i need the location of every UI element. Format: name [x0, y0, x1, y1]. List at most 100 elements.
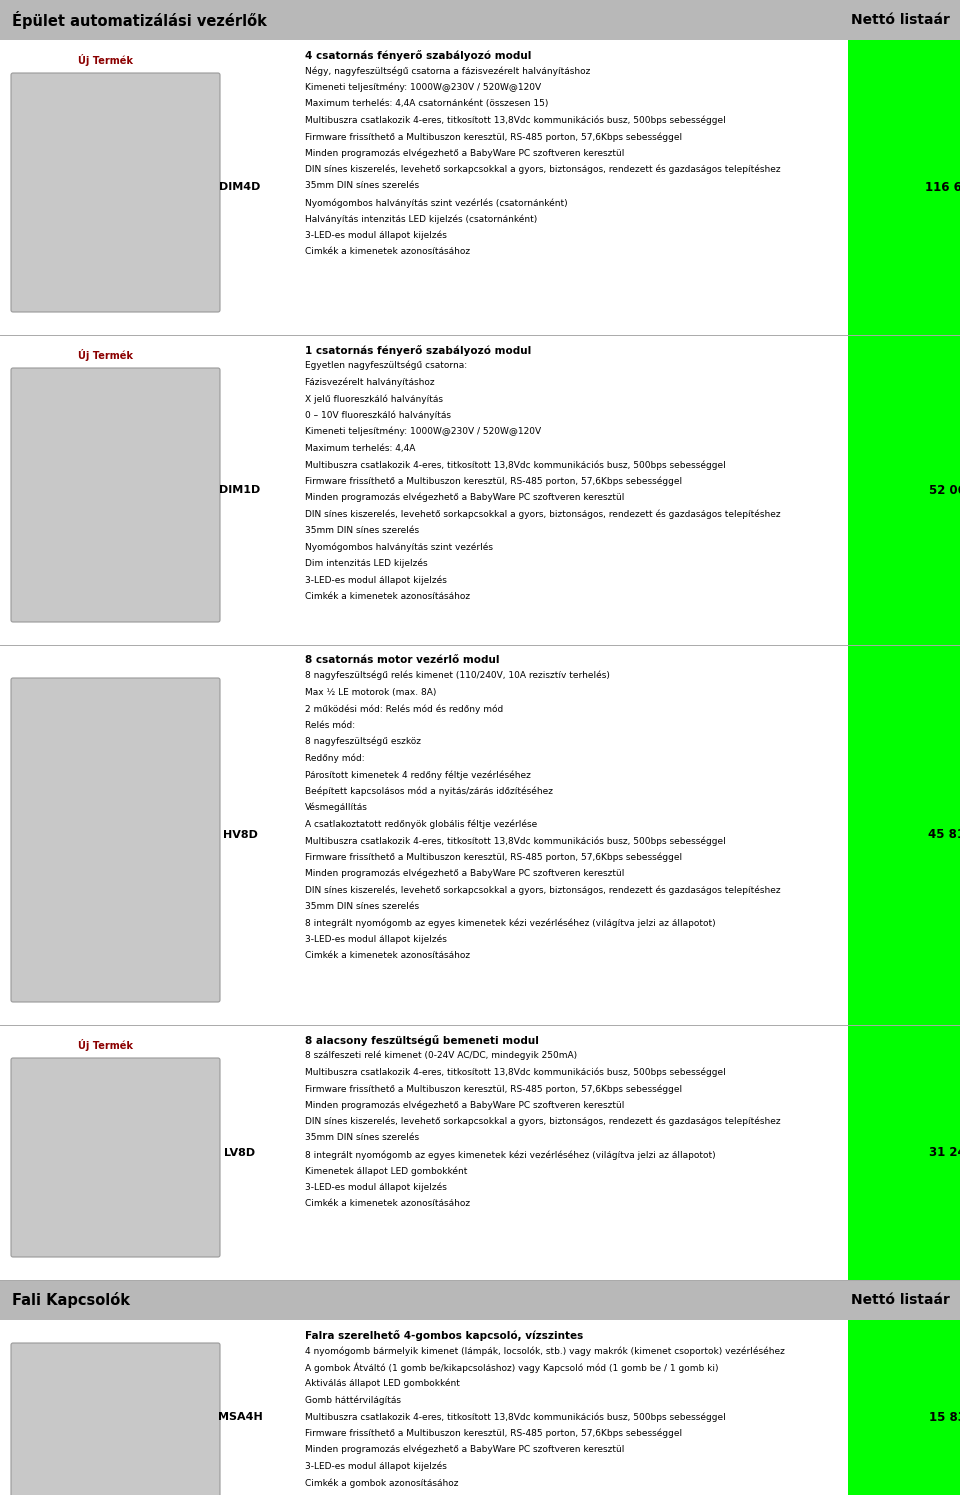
Text: Fali Kapcsolók: Fali Kapcsolók: [12, 1292, 130, 1308]
Text: A csatlakoztatott redőnyök globális féltje vezérlése: A csatlakoztatott redőnyök globális félt…: [305, 819, 538, 830]
Bar: [0, 40, 960, 335]
Text: X jelű fluoreszkáló halványítás: X jelű fluoreszkáló halványítás: [305, 395, 443, 404]
Text: 3-LED-es modul állapot kijelzés: 3-LED-es modul állapot kijelzés: [305, 576, 446, 585]
Text: 31 240 Ft: 31 240 Ft: [928, 1147, 960, 1159]
Text: Minden programozás elvégezhető a BabyWare PC szoftveren keresztül: Minden programozás elvégezhető a BabyWar…: [305, 493, 624, 502]
Text: Párosított kimenetek 4 redőny féltje vezérléséhez: Párosított kimenetek 4 redőny féltje vez…: [305, 770, 531, 779]
Text: HV8D: HV8D: [223, 830, 257, 840]
Text: 4 csatornás fényerő szabályozó modul: 4 csatornás fényerő szabályozó modul: [305, 49, 532, 61]
Text: Cimkék a kimenetek azonosításához: Cimkék a kimenetek azonosításához: [305, 951, 470, 960]
Text: Maximum terhelés: 4,4A csatornánként (összesen 15): Maximum terhelés: 4,4A csatornánként (ös…: [305, 99, 548, 108]
Text: 8 integrált nyomógomb az egyes kimenetek kézi vezérléséhez (világítva jelzi az á: 8 integrált nyomógomb az egyes kimenetek…: [305, 918, 715, 928]
Text: LV8D: LV8D: [225, 1148, 255, 1157]
Text: 3-LED-es modul állapot kijelzés: 3-LED-es modul állapot kijelzés: [305, 1462, 446, 1471]
Text: Dim intenzitás LED kijelzés: Dim intenzitás LED kijelzés: [305, 559, 427, 568]
Text: Nettó listaár: Nettó listaár: [852, 1293, 950, 1307]
Bar: [0, 0, 960, 40]
Bar: [848, 335, 960, 644]
Text: 3-LED-es modul állapot kijelzés: 3-LED-es modul állapot kijelzés: [305, 934, 446, 945]
FancyBboxPatch shape: [11, 368, 220, 622]
FancyBboxPatch shape: [11, 73, 220, 312]
Text: 35mm DIN sínes szerelés: 35mm DIN sínes szerelés: [305, 526, 420, 535]
Text: 8 csatornás motor vezérlő modul: 8 csatornás motor vezérlő modul: [305, 655, 499, 665]
Bar: [0, 644, 960, 1026]
Text: Cimkék a kimenetek azonosításához: Cimkék a kimenetek azonosításához: [305, 592, 470, 601]
Text: 35mm DIN sínes szerelés: 35mm DIN sínes szerelés: [305, 1133, 420, 1142]
Bar: [848, 644, 960, 1026]
Text: 2 működési mód: Relés mód és redőny mód: 2 működési mód: Relés mód és redőny mód: [305, 704, 503, 713]
Text: DIN sínes kiszerelés, levehető sorkapcsokkal a gyors, biztonságos, rendezett és : DIN sínes kiszerelés, levehető sorkapcso…: [305, 885, 780, 896]
Bar: [0, 335, 960, 644]
Text: Firmware frissíthető a Multibuszon keresztül, RS-485 porton, 57,6Kbps sebességge: Firmware frissíthető a Multibuszon keres…: [305, 852, 683, 863]
Text: Multibuszra csatlakozik 4-eres, titkosított 13,8Vdc kommunikációs busz, 500bps s: Multibuszra csatlakozik 4-eres, titkosít…: [305, 1067, 726, 1076]
FancyBboxPatch shape: [11, 679, 220, 1002]
Text: Nyomógombos halványítás szint vezérlés (csatornánként): Nyomógombos halványítás szint vezérlés (…: [305, 197, 567, 208]
Text: DIN sínes kiszerelés, levehető sorkapcsokkal a gyors, biztonságos, rendezett és : DIN sínes kiszerelés, levehető sorkapcso…: [305, 164, 780, 175]
Text: Falra szerelhető 4-gombos kapcsoló, vízszintes: Falra szerelhető 4-gombos kapcsoló, vízs…: [305, 1331, 584, 1341]
Bar: [848, 1320, 960, 1495]
Text: Firmware frissíthető a Multibuszon keresztül, RS-485 porton, 57,6Kbps sebességge: Firmware frissíthető a Multibuszon keres…: [305, 477, 683, 486]
Text: Multibuszra csatlakozik 4-eres, titkosított 13,8Vdc kommunikációs busz, 500bps s: Multibuszra csatlakozik 4-eres, titkosít…: [305, 836, 726, 846]
Text: Új Termék: Új Termék: [78, 348, 132, 360]
Bar: [0, 1280, 960, 1320]
Text: 45 815 Ft: 45 815 Ft: [928, 828, 960, 842]
Text: DIM4D: DIM4D: [219, 182, 261, 193]
Text: Nettó listaár: Nettó listaár: [852, 13, 950, 27]
Text: 1 csatornás fényerő szabályozó modul: 1 csatornás fényerő szabályozó modul: [305, 345, 531, 356]
Text: 3-LED-es modul állapot kijelzés: 3-LED-es modul állapot kijelzés: [305, 1183, 446, 1193]
Text: 52 065 Ft: 52 065 Ft: [928, 483, 960, 496]
Text: Cimkék a kimenetek azonosításához: Cimkék a kimenetek azonosításához: [305, 248, 470, 257]
Text: 0 – 10V fluoreszkáló halványítás: 0 – 10V fluoreszkáló halványítás: [305, 411, 451, 420]
Bar: [0, 1320, 960, 1495]
Text: 8 alacsony feszültségű bemeneti modul: 8 alacsony feszültségű bemeneti modul: [305, 1035, 539, 1046]
Text: Firmware frissíthető a Multibuszon keresztül, RS-485 porton, 57,6Kbps sebességge: Firmware frissíthető a Multibuszon keres…: [305, 1084, 683, 1093]
FancyBboxPatch shape: [11, 1058, 220, 1257]
Text: MSA4H: MSA4H: [218, 1413, 262, 1423]
Text: Halványítás intenzitás LED kijelzés (csatornánként): Halványítás intenzitás LED kijelzés (csa…: [305, 214, 538, 224]
Text: Relés mód:: Relés mód:: [305, 721, 355, 730]
Text: Négy, nagyfeszültségű csatorna a fázisvezérelt halványításhoz: Négy, nagyfeszültségű csatorna a fázisve…: [305, 66, 590, 76]
Text: 35mm DIN sínes szerelés: 35mm DIN sínes szerelés: [305, 181, 420, 190]
Text: DIN sínes kiszerelés, levehető sorkapcsokkal a gyors, biztonságos, rendezett és : DIN sínes kiszerelés, levehető sorkapcso…: [305, 510, 780, 519]
Text: Minden programozás elvégezhető a BabyWare PC szoftveren keresztül: Minden programozás elvégezhető a BabyWar…: [305, 148, 624, 158]
Text: DIM1D: DIM1D: [220, 484, 260, 495]
Text: Nyomógombos halványítás szint vezérlés: Nyomógombos halványítás szint vezérlés: [305, 543, 493, 552]
Text: Cimkék a gombok azonosításához: Cimkék a gombok azonosításához: [305, 1479, 459, 1488]
Text: Cimkék a kimenetek azonosításához: Cimkék a kimenetek azonosításához: [305, 1199, 470, 1208]
Text: Minden programozás elvégezhető a BabyWare PC szoftveren keresztül: Minden programozás elvégezhető a BabyWar…: [305, 1100, 624, 1109]
Text: Fázisvezérelt halványításhoz: Fázisvezérelt halványításhoz: [305, 378, 435, 387]
Text: Maximum terhelés: 4,4A: Maximum terhelés: 4,4A: [305, 444, 416, 453]
Text: Kimeneti teljesítmény: 1000W@230V / 520W@120V: Kimeneti teljesítmény: 1000W@230V / 520W…: [305, 82, 541, 93]
Text: Új Termék: Új Termék: [78, 1039, 132, 1051]
Text: Multibuszra csatlakozik 4-eres, titkosított 13,8Vdc kommunikációs busz, 500bps s: Multibuszra csatlakozik 4-eres, titkosít…: [305, 115, 726, 126]
Bar: [0, 1026, 960, 1280]
Text: Firmware frissíthető a Multibuszon keresztül, RS-485 porton, 57,6Kbps sebességge: Firmware frissíthető a Multibuszon keres…: [305, 1429, 683, 1438]
Text: 35mm DIN sínes szerelés: 35mm DIN sínes szerelés: [305, 901, 420, 910]
Text: Épület automatizálási vezérlők: Épület automatizálási vezérlők: [12, 10, 267, 28]
Text: Multibuszra csatlakozik 4-eres, titkosított 13,8Vdc kommunikációs busz, 500bps s: Multibuszra csatlakozik 4-eres, titkosít…: [305, 460, 726, 469]
Text: 8 integrált nyomógomb az egyes kimenetek kézi vezérléséhez (világítva jelzi az á: 8 integrált nyomógomb az egyes kimenetek…: [305, 1150, 715, 1160]
Text: Minden programozás elvégezhető a BabyWare PC szoftveren keresztül: Minden programozás elvégezhető a BabyWar…: [305, 869, 624, 879]
Text: A gombok Átváltó (1 gomb be/kikapcsoláshoz) vagy Kapcsoló mód (1 gomb be / 1 gom: A gombok Átváltó (1 gomb be/kikapcsolásh…: [305, 1362, 718, 1372]
Text: Vésmegállítás: Vésmegállítás: [305, 803, 368, 812]
Text: Firmware frissíthető a Multibuszon keresztül, RS-485 porton, 57,6Kbps sebességge: Firmware frissíthető a Multibuszon keres…: [305, 132, 683, 142]
Text: Aktiválás állapot LED gombokként: Aktiválás állapot LED gombokként: [305, 1378, 460, 1389]
Text: Minden programozás elvégezhető a BabyWare PC szoftveren keresztül: Minden programozás elvégezhető a BabyWar…: [305, 1446, 624, 1455]
FancyBboxPatch shape: [11, 1343, 220, 1495]
Bar: [848, 1026, 960, 1280]
Text: 8 nagyfeszültségű relés kimenet (110/240V, 10A rezisztív terhelés): 8 nagyfeszültségű relés kimenet (110/240…: [305, 671, 610, 680]
Text: Max ½ LE motorok (max. 8A): Max ½ LE motorok (max. 8A): [305, 688, 437, 697]
Text: Kimeneti teljesítmény: 1000W@230V / 520W@120V: Kimeneti teljesítmény: 1000W@230V / 520W…: [305, 428, 541, 437]
Text: 4 nyomógomb bármelyik kimenet (lámpák, locsolók, stb.) vagy makrók (kimenet csop: 4 nyomógomb bármelyik kimenet (lámpák, l…: [305, 1346, 785, 1356]
Text: Gomb háttérvilágítás: Gomb háttérvilágítás: [305, 1395, 401, 1405]
Bar: [848, 40, 960, 335]
Text: 8 szálfeszeti relé kimenet (0-24V AC/DC, mindegyik 250mA): 8 szálfeszeti relé kimenet (0-24V AC/DC,…: [305, 1051, 577, 1060]
Text: 116 620 Ft: 116 620 Ft: [924, 181, 960, 194]
Text: Egyetlen nagyfeszültségű csatorna:: Egyetlen nagyfeszültségű csatorna:: [305, 360, 468, 371]
Text: 3-LED-es modul állapot kijelzés: 3-LED-es modul állapot kijelzés: [305, 232, 446, 241]
Text: Multibuszra csatlakozik 4-eres, titkosított 13,8Vdc kommunikációs busz, 500bps s: Multibuszra csatlakozik 4-eres, titkosít…: [305, 1411, 726, 1422]
Text: Kimenetek állapot LED gombokként: Kimenetek állapot LED gombokként: [305, 1166, 468, 1177]
Text: Új Termék: Új Termék: [78, 54, 132, 66]
Text: DIN sínes kiszerelés, levehető sorkapcsokkal a gyors, biztonságos, rendezett és : DIN sínes kiszerelés, levehető sorkapcso…: [305, 1117, 780, 1127]
Text: 8 nagyfeszültségű eszköz: 8 nagyfeszültségű eszköz: [305, 737, 421, 746]
